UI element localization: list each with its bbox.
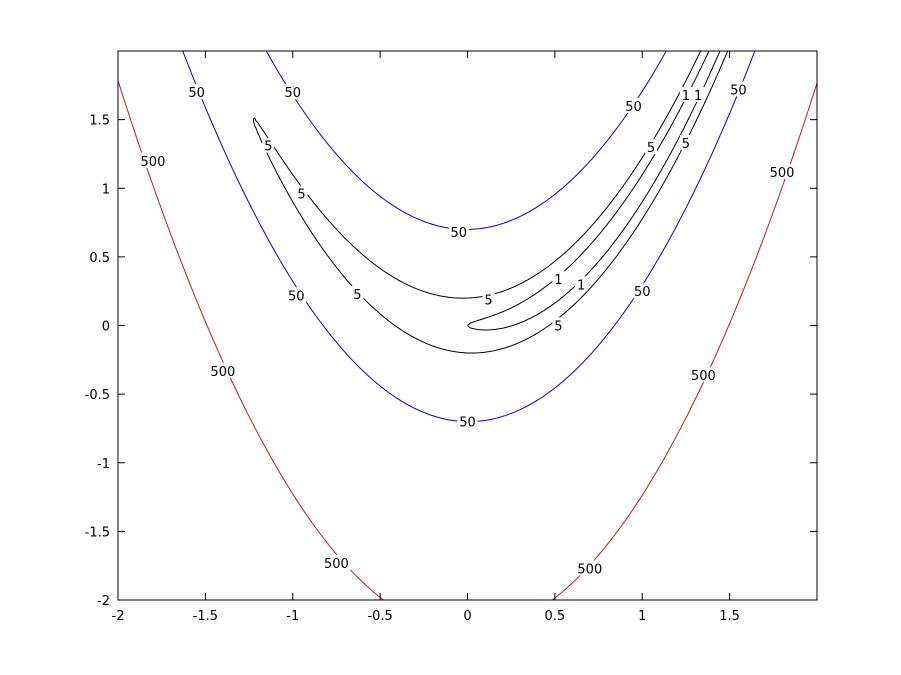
y-tick-label: -1.5 [85, 525, 110, 540]
contour-label-bg [286, 287, 307, 303]
contour-label: 5 [484, 293, 492, 308]
contour-label: 1 [694, 89, 702, 104]
contour-label: 1 [554, 273, 562, 288]
contour-label-bg [351, 285, 364, 301]
x-tick-label: -1.5 [193, 609, 218, 624]
contour-label-bg [448, 224, 469, 240]
x-axis-ticks: -2 -1.5 -1 -0.5 0 0.5 1 1.5 [112, 51, 740, 624]
contour-label: 500 [324, 557, 349, 572]
y-tick-label: 0 [102, 320, 110, 335]
contour-label-bg [138, 152, 167, 168]
y-tick-label: 1 [102, 182, 110, 197]
x-tick-label: -1 [286, 609, 299, 624]
contour-label: 5 [647, 141, 655, 156]
contour-label-bg [575, 560, 604, 576]
contour-label: 50 [188, 86, 205, 101]
contour-label-bg [282, 84, 303, 100]
x-tick-label: -0.5 [367, 609, 392, 624]
contour-label: 500 [577, 562, 602, 577]
contour-label-bg [632, 283, 653, 299]
y-tick-label: -1 [97, 457, 110, 472]
y-axis-ticks: -2 -1.5 -1 -0.5 0 0.5 1 1.5 [85, 114, 817, 609]
contour-label-bg [322, 554, 351, 570]
contour-label-bg [457, 413, 478, 429]
y-tick-label: -0.5 [85, 388, 110, 403]
contour-label-bg [623, 97, 644, 113]
contour-label: 500 [770, 166, 795, 181]
contour-label: 50 [288, 289, 305, 304]
contour-label: 5 [297, 188, 305, 203]
contour-label: 5 [353, 288, 361, 303]
contour-label: 500 [691, 369, 716, 384]
contour-label-bg [208, 362, 237, 378]
contour-label-bg [679, 134, 692, 150]
x-tick-label: 0.5 [545, 609, 566, 624]
contour-label-bg [482, 291, 495, 307]
contour-label: 50 [284, 86, 301, 101]
contour-label: 5 [554, 320, 562, 335]
contour-label: 50 [625, 100, 642, 115]
contour-label-bg [186, 84, 207, 100]
contour-lines [117, 50, 818, 601]
contour-label-bg [552, 270, 565, 286]
contour-label: 50 [634, 285, 651, 300]
contour-label: 50 [450, 226, 467, 241]
contour-label: 50 [730, 83, 747, 98]
contour-label: 50 [459, 416, 476, 431]
x-tick-label: 1 [638, 609, 646, 624]
contour-label-bg [692, 86, 705, 102]
contour-label-bg [728, 81, 749, 97]
contour-label: 500 [210, 365, 235, 380]
contour-label-bg [262, 137, 275, 153]
y-tick-label: -2 [97, 594, 110, 609]
contour-label-bg [679, 86, 692, 102]
contour-label-bg [768, 163, 797, 179]
plot-frame [117, 50, 818, 601]
contour-level-5 [253, 50, 729, 354]
contour-label: 5 [682, 137, 690, 152]
x-tick-label: 1.5 [719, 609, 740, 624]
contour-label: 1 [577, 278, 585, 293]
contour-label: 5 [264, 140, 272, 155]
y-tick-label: 0.5 [89, 251, 110, 266]
x-tick-label: 0 [463, 609, 471, 624]
y-tick-label: 1.5 [89, 114, 110, 129]
contour-label-bg [295, 185, 308, 201]
contour-label: 500 [141, 155, 166, 170]
contour-label-bg [644, 139, 657, 155]
x-tick-label: -2 [112, 609, 125, 624]
contour-level-500 [117, 80, 818, 601]
contour-label-bg [575, 276, 588, 292]
contour-label-bg [552, 317, 565, 333]
contour-label: 1 [682, 89, 690, 104]
contour-label-bg [689, 366, 718, 382]
